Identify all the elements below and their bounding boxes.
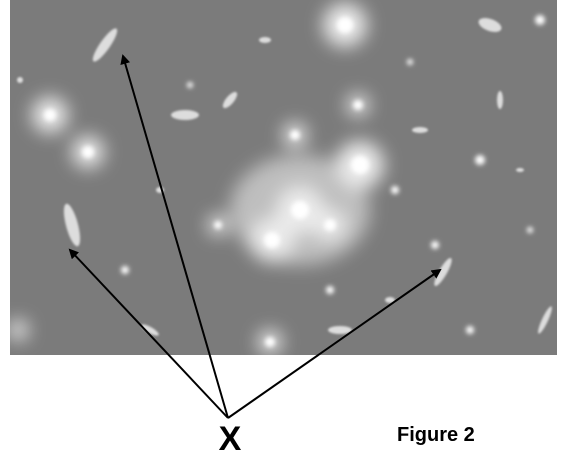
page: X Figure 2 (() => { const data = JSON.pa… bbox=[0, 0, 563, 474]
galaxy-photo bbox=[8, 0, 557, 355]
figure: X Figure 2 bbox=[0, 0, 563, 474]
label: X bbox=[219, 420, 242, 458]
caption: Figure 2 bbox=[397, 424, 475, 446]
